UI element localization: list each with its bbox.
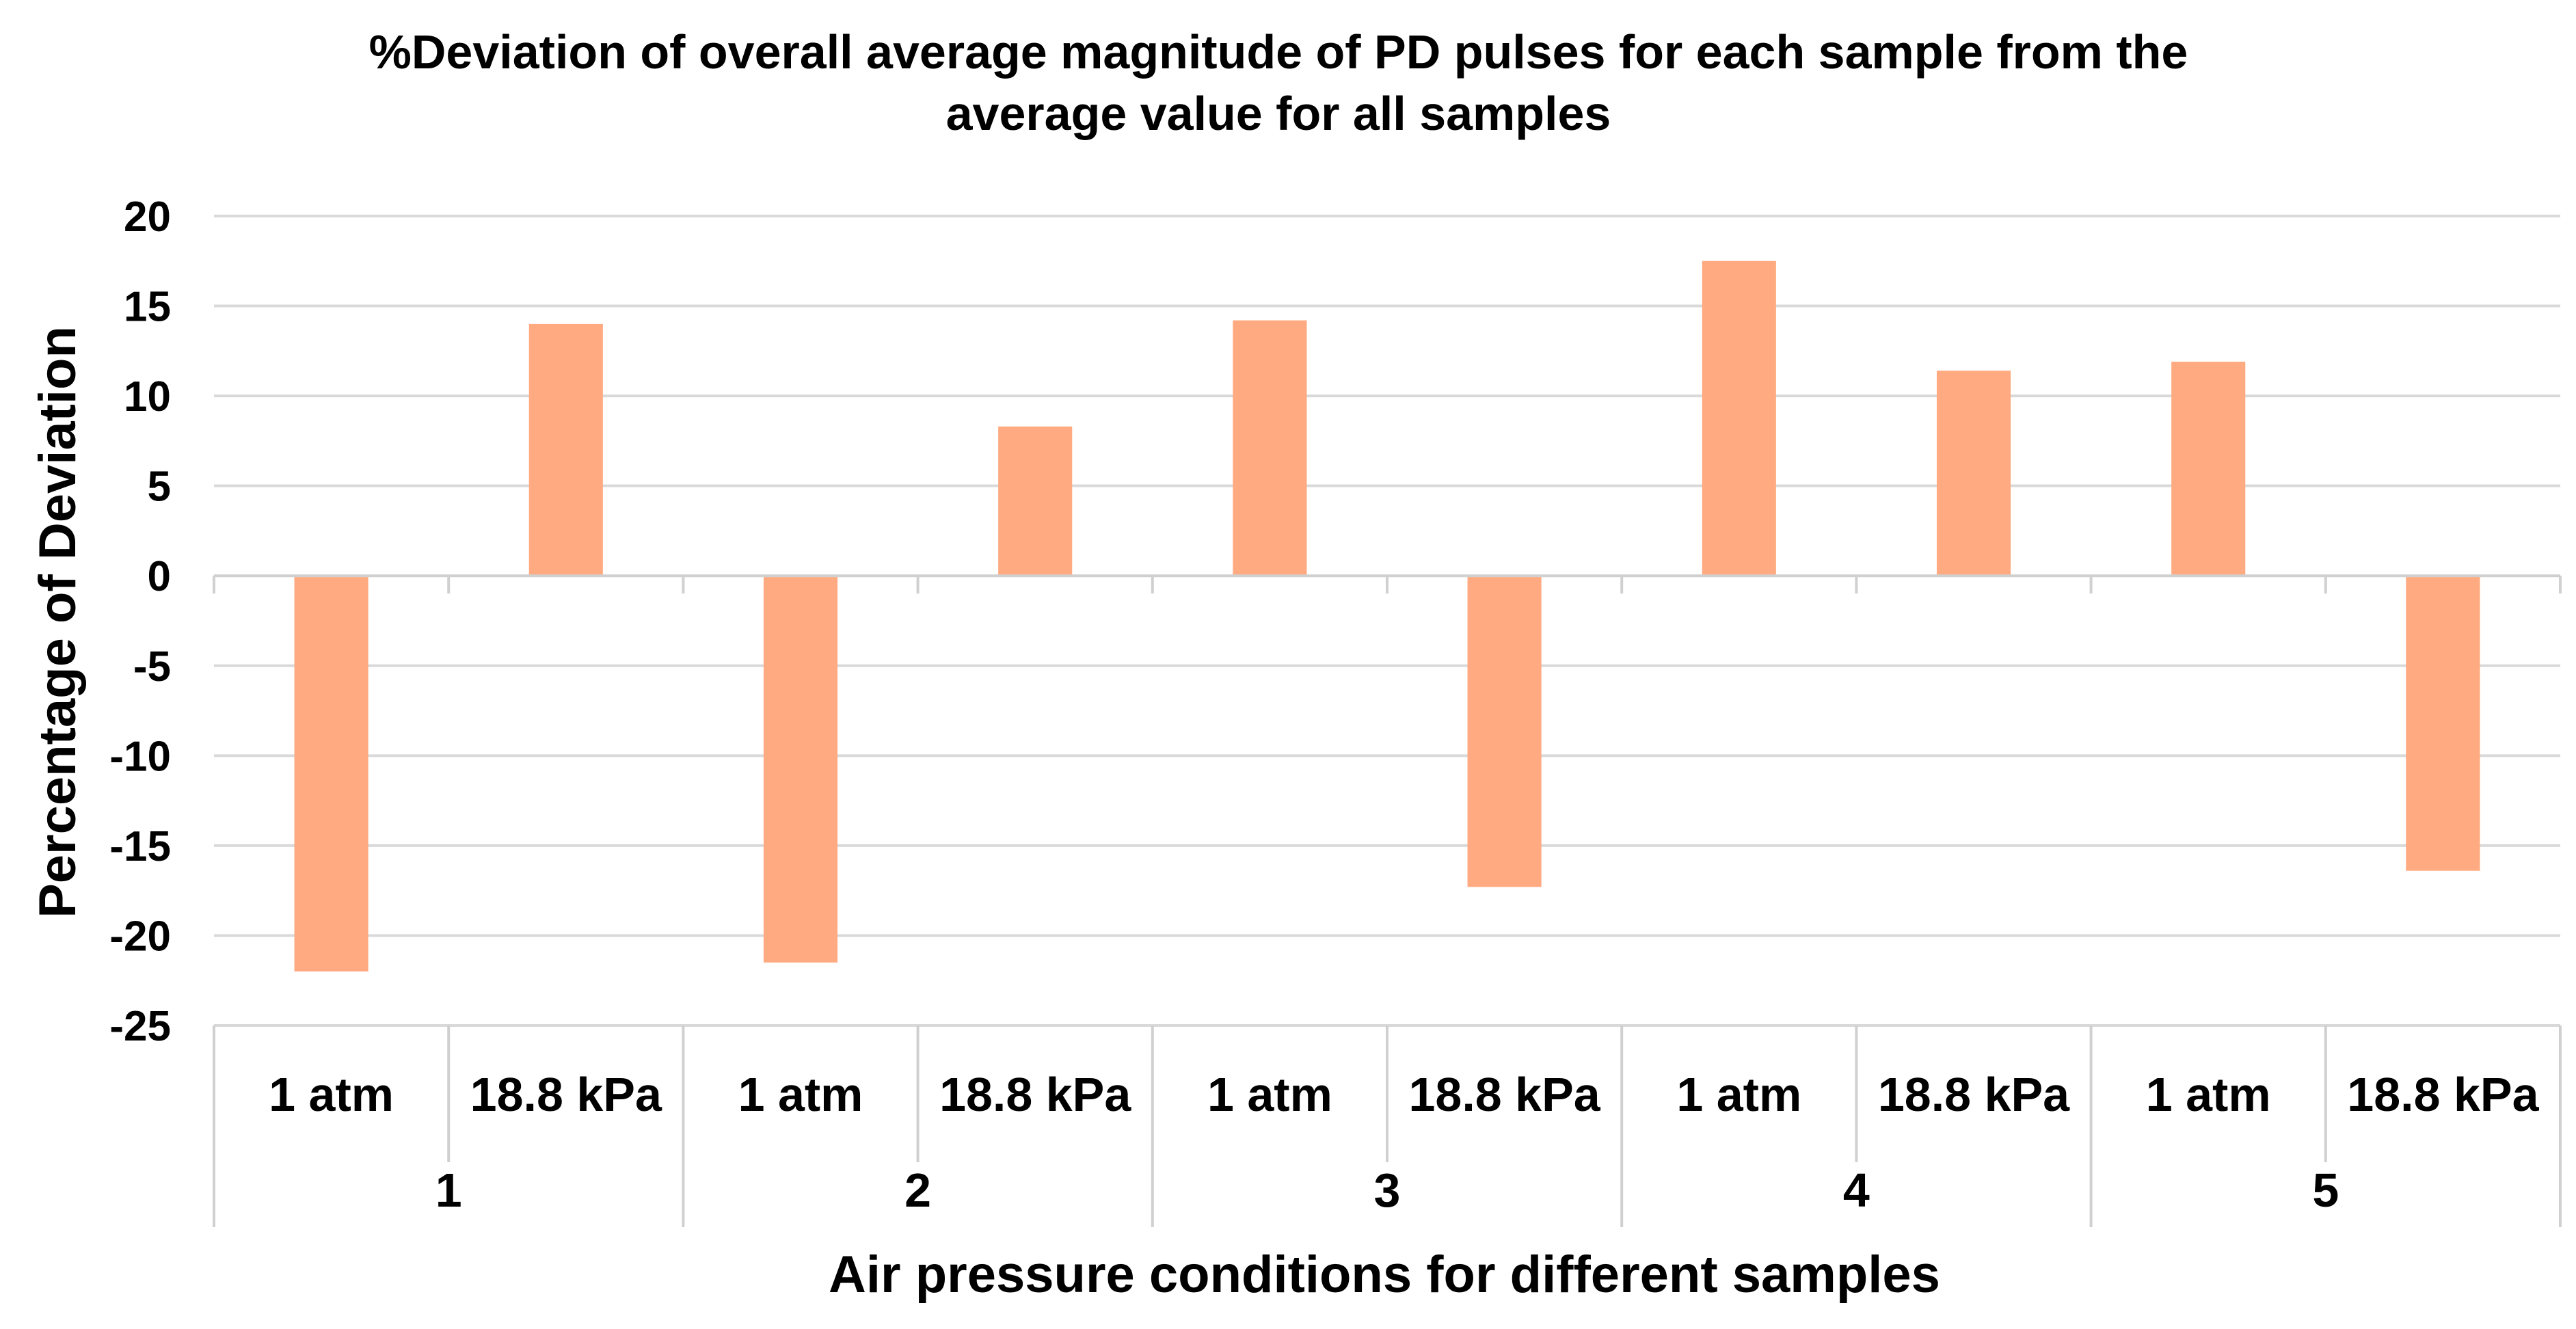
- x-category-labels: 1 atm 18.8 kPa 1 atm 18.8 kPa 1 atm 18.8 kPa 1…: [213, 1025, 2562, 1227]
- bar: [763, 576, 838, 963]
- bar: [998, 426, 1073, 576]
- y-tick-label: 5: [148, 464, 171, 511]
- y-tick-label: -10: [109, 733, 171, 780]
- x-category-label: 18.8 kPa: [1878, 1068, 2070, 1121]
- bar: [2171, 362, 2246, 576]
- chart-title: %Deviation of overall average magnitude …: [369, 25, 2188, 140]
- x-group-label: 2: [904, 1164, 931, 1217]
- x-category-label: 18.8 kPa: [2347, 1068, 2539, 1121]
- bar: [1467, 576, 1542, 887]
- x-category-label: 1 atm: [738, 1068, 863, 1121]
- x-axis-title: Air pressure conditions for different sa…: [829, 1246, 1940, 1304]
- x-category-label: 18.8 kPa: [1408, 1068, 1600, 1121]
- chart-title-line-1: %Deviation of overall average magnitude …: [369, 25, 2188, 79]
- bar: [2406, 576, 2480, 871]
- y-axis-title: Percentage of Deviation: [29, 326, 87, 918]
- x-axis: [213, 574, 2562, 594]
- bar: [1702, 260, 1776, 576]
- chart-title-line-2: average value for all samples: [946, 87, 1611, 140]
- y-tick-label: -25: [109, 1003, 171, 1050]
- x-category-label: 18.8 kPa: [939, 1068, 1131, 1121]
- x-category-label: 1 atm: [1676, 1068, 1801, 1121]
- y-tick-label: 20: [124, 193, 171, 241]
- y-tick-label: 15: [124, 284, 171, 331]
- bar: [1936, 371, 2011, 576]
- x-group-labels: 1 2 3 4 5: [435, 1164, 2339, 1217]
- x-category-label: 1 atm: [269, 1068, 394, 1121]
- bar: [1233, 320, 1307, 576]
- y-tick-label: 10: [124, 373, 171, 420]
- y-tick-label: -15: [109, 823, 171, 870]
- y-tick-label: -5: [133, 643, 171, 690]
- bars: [294, 260, 2480, 972]
- x-group-label: 1: [435, 1164, 462, 1217]
- y-tick-labels: 20 15 10 5 0 -5 -10 -15 -20 -25: [109, 193, 171, 1050]
- bar: [294, 576, 368, 972]
- x-category-label: 1 atm: [2146, 1068, 2271, 1121]
- x-group-label: 5: [2312, 1164, 2339, 1217]
- x-group-label: 4: [1843, 1164, 1870, 1217]
- y-tick-label: 0: [148, 553, 171, 600]
- y-tick-label: -20: [109, 913, 171, 960]
- x-group-label: 3: [1374, 1164, 1401, 1217]
- x-category-label: 1 atm: [1207, 1068, 1332, 1121]
- x-category-label: 18.8 kPa: [470, 1068, 662, 1121]
- bar: [528, 323, 603, 576]
